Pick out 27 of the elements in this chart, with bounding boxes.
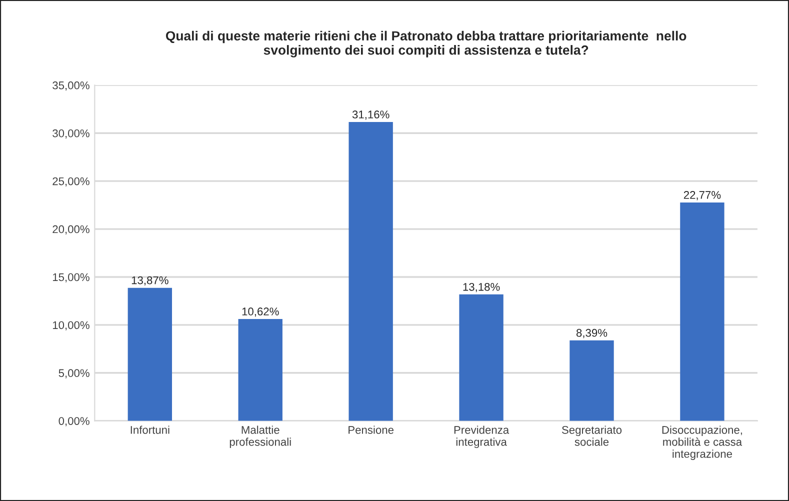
data-label: 10,62% <box>242 308 279 317</box>
bar <box>459 294 504 421</box>
y-tick-label: 10,00% <box>52 321 90 330</box>
data-label: 13,18% <box>463 282 500 292</box>
y-tick-label: 5,00% <box>58 369 90 378</box>
bar <box>680 202 724 421</box>
bar <box>348 122 393 421</box>
x-tick-label: Disoccupazione, mobilità e cassa integrazione <box>662 426 742 460</box>
data-label: 22,77% <box>684 191 721 200</box>
chart-title: Quali di queste materie ritieni che il Patronato debba trattare prioritariamente nello svolgimento dei suoi compiti di assistenza e tutela? <box>166 30 686 58</box>
bar <box>570 340 614 421</box>
data-label: 8,39% <box>576 328 608 338</box>
x-tick-label: Infortuni <box>130 426 170 434</box>
y-tick-label: 30,00% <box>52 129 90 139</box>
bar <box>238 318 282 421</box>
x-tick-label: Previdenza integrativa <box>454 426 510 448</box>
x-tick-label: Malattie professionali <box>230 426 291 448</box>
y-tick-label: 35,00% <box>52 81 90 91</box>
data-label: 31,16% <box>352 110 390 120</box>
data-label: 13,87% <box>132 276 168 286</box>
x-tick-label: Segretariato sociale <box>562 426 622 446</box>
y-tick-label: 25,00% <box>52 177 90 187</box>
x-tick-label: Pensione <box>348 426 394 434</box>
y-tick-label: 15,00% <box>52 273 90 282</box>
bar <box>128 288 172 421</box>
y-tick-label: 20,00% <box>52 225 90 234</box>
y-tick-label: 0,00% <box>58 417 90 426</box>
